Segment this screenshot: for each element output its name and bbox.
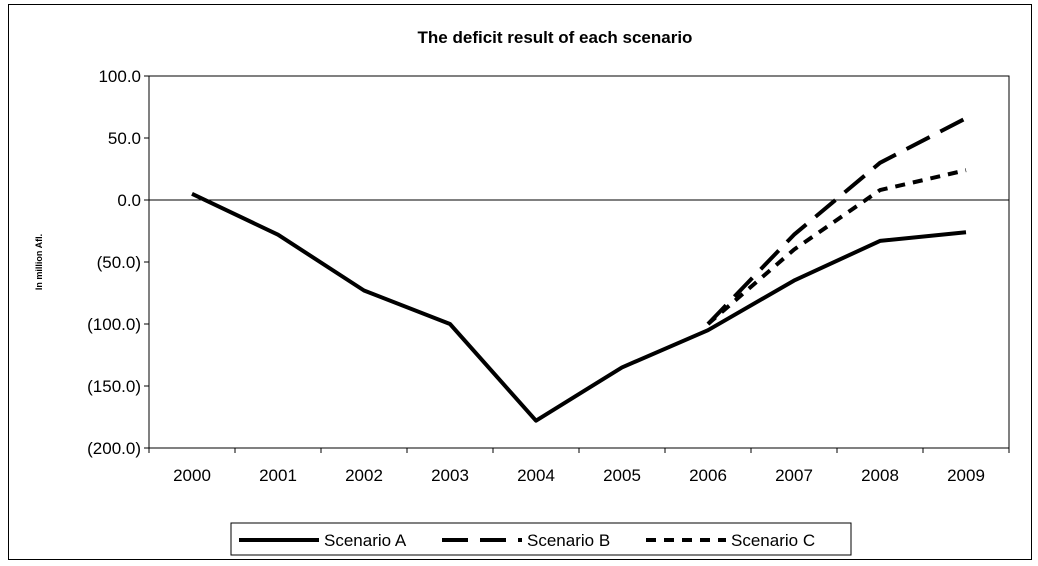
legend-label: Scenario C bbox=[731, 531, 815, 550]
x-axis: 2000 2001 2002 2003 2004 2005 2006 2007 2008 2009 bbox=[148, 448, 1010, 485]
x-tick-label: 2003 bbox=[431, 466, 469, 485]
y-tick-label: (100.0) bbox=[87, 315, 141, 334]
y-tick-label: (200.0) bbox=[87, 439, 141, 458]
x-tick-label: 2007 bbox=[775, 466, 813, 485]
y-axis: 100.0 50.0 0.0 (50.0) (100.0) (150.0) (200.0) bbox=[87, 67, 149, 458]
chart-title: The deficit result of each scenario bbox=[418, 28, 693, 47]
x-tick-label: 2009 bbox=[947, 466, 985, 485]
chart-frame: The deficit result of each scenario In m… bbox=[8, 4, 1032, 560]
y-tick-label: 0.0 bbox=[117, 191, 141, 210]
x-tick-label: 2005 bbox=[603, 466, 641, 485]
y-tick-label: 50.0 bbox=[108, 129, 141, 148]
series-line-1 bbox=[191, 191, 967, 423]
series-line-3 bbox=[706, 168, 967, 326]
deficit-line-chart: The deficit result of each scenario In m… bbox=[34, 28, 1010, 556]
y-tick-label: (50.0) bbox=[97, 253, 141, 272]
y-tick-label: 100.0 bbox=[98, 67, 141, 86]
legend-label: Scenario B bbox=[527, 531, 610, 550]
y-tick-label: (150.0) bbox=[87, 377, 141, 396]
legend: Scenario A Scenario B Scenario C bbox=[230, 522, 852, 556]
x-tick-label: 2006 bbox=[689, 466, 727, 485]
x-tick-label: 2000 bbox=[173, 466, 211, 485]
y-axis-label: In million Afl. bbox=[34, 234, 44, 290]
series-lines bbox=[191, 116, 967, 423]
legend-box bbox=[230, 522, 852, 556]
legend-label: Scenario A bbox=[324, 531, 407, 550]
x-tick-label: 2004 bbox=[517, 466, 555, 485]
x-tick-label: 2001 bbox=[259, 466, 297, 485]
series-line-2 bbox=[706, 116, 967, 326]
x-tick-label: 2002 bbox=[345, 466, 383, 485]
x-tick-label: 2008 bbox=[861, 466, 899, 485]
